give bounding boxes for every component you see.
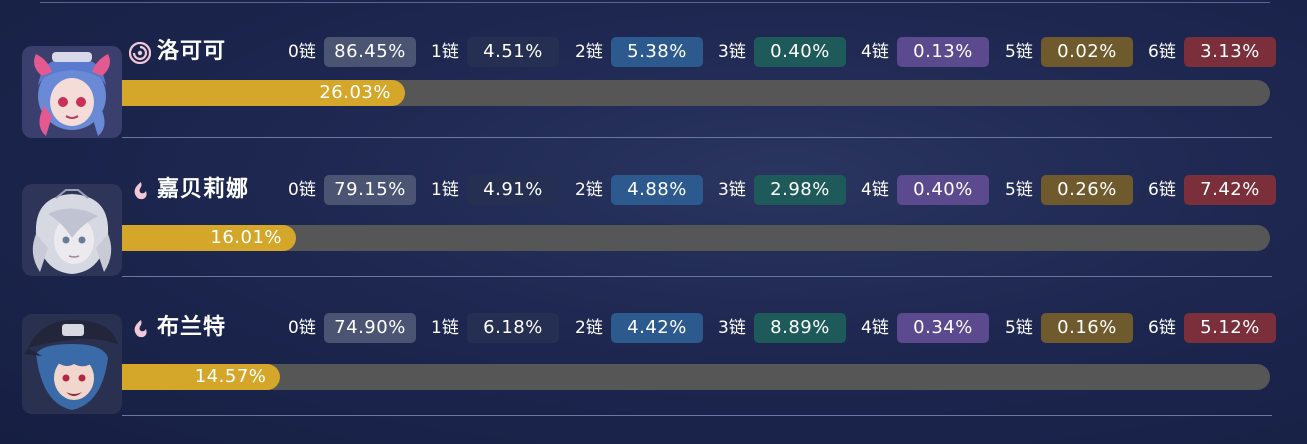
chain-4: 4链 0.40% <box>861 175 989 205</box>
chain-3: 3链 8.89% <box>718 313 846 343</box>
chain-value: 0.02% <box>1041 37 1133 67</box>
chain-label: 2链 <box>575 318 603 338</box>
chain-6: 6链 3.13% <box>1148 37 1276 67</box>
chain-label: 0链 <box>288 318 316 338</box>
fusion-flame-icon <box>134 320 147 338</box>
chain-value: 3.13% <box>1184 37 1276 67</box>
chain-label: 2链 <box>575 180 603 200</box>
usage-bar-fill: 14.57% <box>122 364 281 390</box>
chain-value: 0.40% <box>754 37 846 67</box>
chain-2: 2链 5.38% <box>575 37 703 67</box>
chain-value: 4.88% <box>611 175 703 205</box>
chain-value: 5.38% <box>611 37 703 67</box>
avatar[interactable] <box>22 314 122 414</box>
chain-4: 4链 0.13% <box>861 37 989 67</box>
chain-value: 4.42% <box>611 313 703 343</box>
chain-label: 1链 <box>431 180 459 200</box>
chain-value: 2.98% <box>754 175 846 205</box>
chain-label: 1链 <box>431 42 459 62</box>
chain-value: 86.45% <box>324 37 416 67</box>
chain-value: 0.40% <box>897 175 989 205</box>
chain-5: 5链 0.02% <box>1005 37 1133 67</box>
chain-3: 3链 0.40% <box>718 37 846 67</box>
usage-bar-track: 16.01% <box>122 225 1270 251</box>
chain-2: 2链 4.88% <box>575 175 703 205</box>
chain-1: 1链 6.18% <box>431 313 559 343</box>
chain-label: 6链 <box>1148 42 1176 62</box>
avatar[interactable] <box>22 46 122 138</box>
chain-value: 8.89% <box>754 313 846 343</box>
row-divider <box>122 276 1272 277</box>
cartethyia-portrait-icon <box>22 184 122 276</box>
chain-label: 3链 <box>718 180 746 200</box>
chain-label: 0链 <box>288 180 316 200</box>
chain-2: 2链 4.42% <box>575 313 703 343</box>
row-divider <box>122 415 1272 416</box>
chain-label: 0链 <box>288 42 316 62</box>
brant-portrait-icon <box>22 314 122 414</box>
chain-3: 3链 2.98% <box>718 175 846 205</box>
havoc-swirl-icon <box>129 42 151 64</box>
row-divider <box>122 137 1272 138</box>
chain-value: 0.16% <box>1041 313 1133 343</box>
fusion-flame-icon <box>134 182 147 200</box>
chain-label: 2链 <box>575 42 603 62</box>
chain-label: 4链 <box>861 42 889 62</box>
character-row-rococo: 洛可可 0链 86.45% 1链 4.51% 2链 5.38% 3链 0.40%… <box>0 34 1307 154</box>
chain-0: 0链 79.15% <box>288 175 416 205</box>
chain-label: 6链 <box>1148 180 1176 200</box>
top-divider <box>40 2 1270 3</box>
chain-0: 0链 74.90% <box>288 313 416 343</box>
usage-bar-fill: 16.01% <box>122 225 297 251</box>
chain-value: 4.51% <box>467 37 559 67</box>
chain-1: 1链 4.51% <box>431 37 559 67</box>
chain-value: 7.42% <box>1184 175 1276 205</box>
chain-label: 3链 <box>718 42 746 62</box>
chain-5: 5链 0.16% <box>1005 313 1133 343</box>
chain-label: 1链 <box>431 318 459 338</box>
character-name: 嘉贝莉娜 <box>157 177 250 202</box>
chain-5: 5链 0.26% <box>1005 175 1133 205</box>
chain-label: 5链 <box>1005 42 1033 62</box>
character-row-brant: 布兰特 0链 74.90% 1链 6.18% 2链 4.42% 3链 8.89%… <box>0 310 1307 430</box>
character-row-cartethyia: 嘉贝莉娜 0链 79.15% 1链 4.91% 2链 4.88% 3链 2.98… <box>0 172 1307 292</box>
chain-6: 6链 7.42% <box>1148 175 1276 205</box>
chain-label: 5链 <box>1005 318 1033 338</box>
chain-value: 0.26% <box>1041 175 1133 205</box>
usage-bar-fill: 26.03% <box>122 80 405 106</box>
chain-label: 5链 <box>1005 180 1033 200</box>
chain-label: 4链 <box>861 318 889 338</box>
chain-6: 6链 5.12% <box>1148 313 1276 343</box>
chain-value: 6.18% <box>467 313 559 343</box>
usage-bar-track: 26.03% <box>122 80 1270 106</box>
character-name: 布兰特 <box>157 315 227 340</box>
chain-1: 1链 4.91% <box>431 175 559 205</box>
chain-label: 4链 <box>861 180 889 200</box>
rococo-portrait-icon <box>22 46 122 138</box>
chain-label: 6链 <box>1148 318 1176 338</box>
chain-0: 0链 86.45% <box>288 37 416 67</box>
chain-label: 3链 <box>718 318 746 338</box>
chain-value: 5.12% <box>1184 313 1276 343</box>
chain-value: 4.91% <box>467 175 559 205</box>
chain-value: 74.90% <box>324 313 416 343</box>
chain-value: 0.13% <box>897 37 989 67</box>
avatar[interactable] <box>22 184 122 276</box>
chain-value: 79.15% <box>324 175 416 205</box>
chain-4: 4链 0.34% <box>861 313 989 343</box>
chain-value: 0.34% <box>897 313 989 343</box>
character-name: 洛可可 <box>157 39 227 64</box>
usage-bar-track: 14.57% <box>122 364 1270 390</box>
